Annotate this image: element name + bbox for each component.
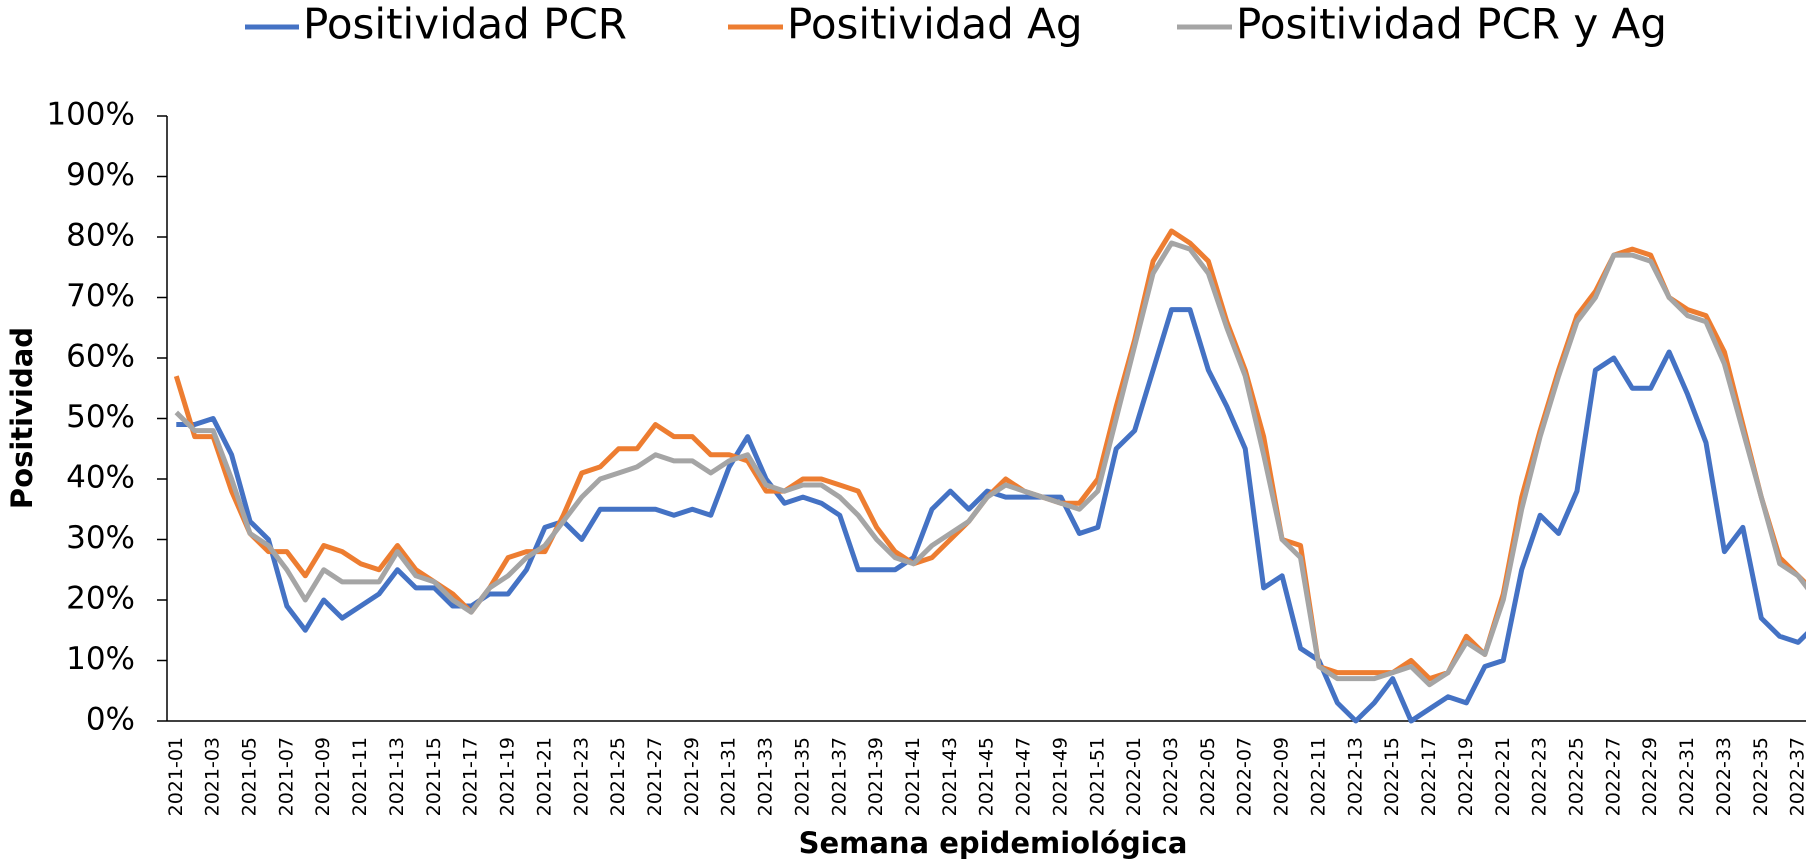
x-tick-label: 2022-27 (1602, 737, 1624, 816)
x-tick-label: 2022-29 (1639, 737, 1661, 816)
series-line (176, 307, 1806, 724)
x-axis-title: Semana epidemiológica (799, 826, 1188, 860)
x-tick-label: 2021-07 (275, 737, 297, 816)
y-tick-label: 70% (66, 278, 135, 314)
x-tick-label: 2021-13 (386, 737, 408, 816)
x-tick-label: 2021-37 (828, 737, 850, 816)
x-tick-label: 2021-43 (939, 737, 961, 816)
y-tick-label: 10% (66, 641, 135, 677)
y-tick-label: 30% (66, 520, 135, 556)
x-tick-label: 2021-23 (570, 737, 592, 816)
y-tick-label: 90% (66, 157, 135, 193)
x-tick-label: 2021-17 (460, 737, 482, 816)
y-tick-label: 60% (66, 339, 135, 375)
x-tick-label: 2022-19 (1455, 737, 1477, 816)
x-tick-label: 2021-45 (976, 737, 998, 816)
legend-label: Positividad PCR (303, 0, 627, 49)
series-line (173, 228, 1806, 682)
x-tick-label: 2022-23 (1529, 737, 1551, 816)
x-tick-label: 2021-01 (165, 737, 187, 816)
legend-label: Positividad Ag (787, 0, 1083, 49)
x-tick-label: 2021-21 (533, 737, 555, 816)
x-tick-label: 2022-13 (1344, 737, 1366, 816)
x-tick-label: 2022-17 (1418, 737, 1440, 816)
y-tick-label: 100% (46, 97, 135, 133)
x-tick-label: 2022-07 (1234, 737, 1256, 816)
x-tick-label: 2022-01 (1123, 737, 1145, 816)
x-tick-label: 2021-31 (718, 737, 740, 816)
x-tick-label: 2021-05 (239, 737, 261, 816)
x-tick-label: 2021-47 (1013, 737, 1035, 816)
x-tick-label: 2022-11 (1307, 737, 1329, 816)
y-tick-label: 50% (66, 399, 135, 435)
x-tick-label: 2022-31 (1676, 737, 1698, 816)
x-tick-label: 2021-51 (1086, 737, 1108, 816)
x-tick-label: 2021-35 (791, 737, 813, 816)
x-tick-label: 2021-25 (607, 737, 629, 816)
x-tick-label: 2022-03 (1160, 737, 1182, 816)
x-tick-label: 2022-37 (1787, 737, 1806, 816)
x-tick-label: 2021-29 (681, 737, 703, 816)
x-tick-label: 2021-33 (755, 737, 777, 816)
y-tick-label: 0% (86, 702, 135, 738)
x-tick-label: 2022-25 (1565, 737, 1587, 816)
x-tick-label: 2022-05 (1197, 737, 1219, 816)
x-tick-label: 2021-49 (1049, 737, 1071, 816)
y-axis-title: Positividad (5, 327, 39, 509)
x-tick-label: 2021-41 (902, 737, 924, 816)
x-tick-label: 2021-03 (202, 737, 224, 816)
x-tick-label: 2022-35 (1750, 737, 1772, 816)
x-tick-label: 2022-33 (1713, 737, 1735, 816)
x-tick-label: 2022-21 (1492, 737, 1514, 816)
x-tick-label: 2021-39 (865, 737, 887, 816)
x-tick-label: 2021-09 (312, 737, 334, 816)
y-tick-label: 40% (66, 460, 135, 496)
x-tick-label: 2021-19 (497, 737, 519, 816)
x-tick-label: 2022-09 (1271, 737, 1293, 816)
x-tick-label: 2021-27 (644, 737, 666, 816)
x-tick-label: 2021-11 (349, 737, 371, 816)
y-tick-label: 80% (66, 218, 135, 254)
y-tick-label: 20% (66, 581, 135, 617)
legend-label: Positividad PCR y Ag (1236, 0, 1667, 49)
x-tick-label: 2021-15 (423, 737, 445, 816)
x-tick-label: 2022-15 (1381, 737, 1403, 816)
series-line (174, 240, 1806, 688)
